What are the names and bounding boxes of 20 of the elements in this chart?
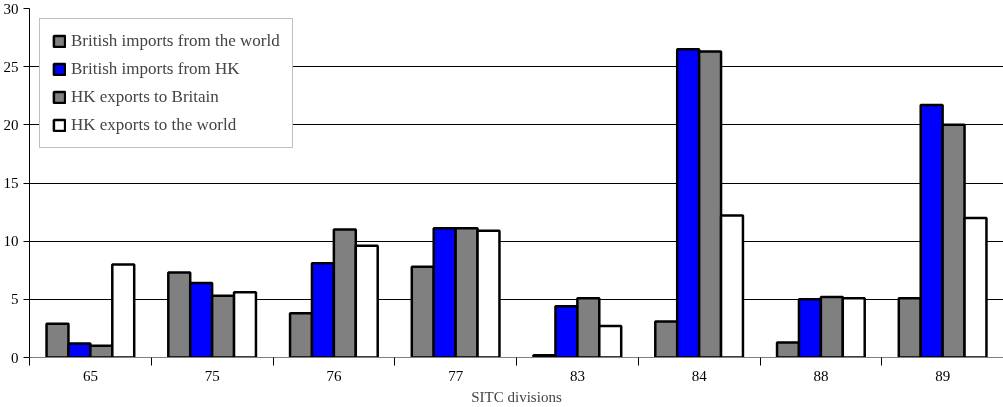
legend-label: HK exports to Britain [71, 87, 219, 107]
y-tick-label: 30 [3, 0, 19, 17]
y-tick-label: 10 [3, 233, 19, 250]
y-tick-label: 5 [11, 291, 19, 308]
y-tick-label: 20 [3, 116, 19, 133]
x-tick-label: 76 [326, 367, 342, 384]
x-tick-label: 65 [82, 367, 98, 384]
x-tick-label: 75 [204, 367, 220, 384]
x-axis-title: SITC divisions [471, 388, 562, 405]
y-tick-label: 0 [11, 349, 19, 366]
y-tick-label: 25 [3, 58, 19, 75]
x-tick-label: 89 [935, 367, 951, 384]
legend-label: HK exports to the world [71, 115, 237, 135]
legend-label: British imports from the world [71, 31, 280, 51]
x-tick-label: 84 [691, 367, 708, 384]
legend-label: British imports from HK [71, 59, 240, 79]
x-tick-label: 88 [813, 367, 829, 384]
x-tick-label: 77 [448, 367, 464, 384]
x-tick-label: 83 [569, 367, 585, 384]
y-tick-label: 15 [3, 175, 19, 191]
